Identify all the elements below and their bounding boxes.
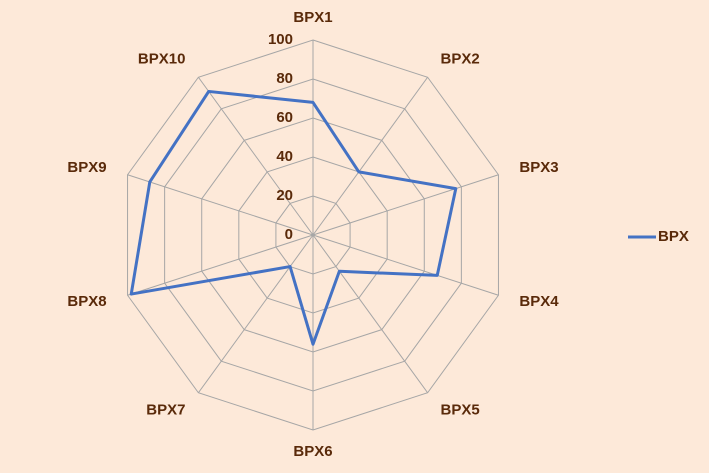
- series-line: [129, 89, 458, 346]
- spoke: [312, 234, 499, 296]
- spoke: [197, 234, 314, 394]
- category-label: BPX1: [293, 9, 332, 26]
- category-label: BPX6: [293, 443, 332, 460]
- spoke: [312, 234, 429, 394]
- category-label: BPX8: [67, 293, 106, 310]
- category-label: BPX7: [146, 402, 185, 419]
- category-label: BPX2: [441, 50, 480, 67]
- r-tick-label: 40: [276, 148, 293, 165]
- spoke: [312, 76, 429, 236]
- category-label: BPX4: [519, 293, 559, 310]
- r-tick-label: 100: [268, 31, 293, 48]
- legend-label: BPX: [658, 228, 689, 245]
- category-label: BPX3: [519, 159, 558, 176]
- r-tick-label: 80: [276, 70, 293, 87]
- category-label: BPX5: [441, 402, 480, 419]
- r-tick-label: 0: [285, 226, 293, 243]
- spoke: [127, 174, 314, 236]
- r-tick-label: 60: [276, 109, 293, 126]
- category-label: BPX9: [67, 159, 106, 176]
- spoke: [197, 76, 314, 236]
- category-label: BPX10: [138, 50, 186, 67]
- spoke: [312, 174, 499, 236]
- r-tick-label: 20: [276, 187, 293, 204]
- spoke: [127, 234, 314, 296]
